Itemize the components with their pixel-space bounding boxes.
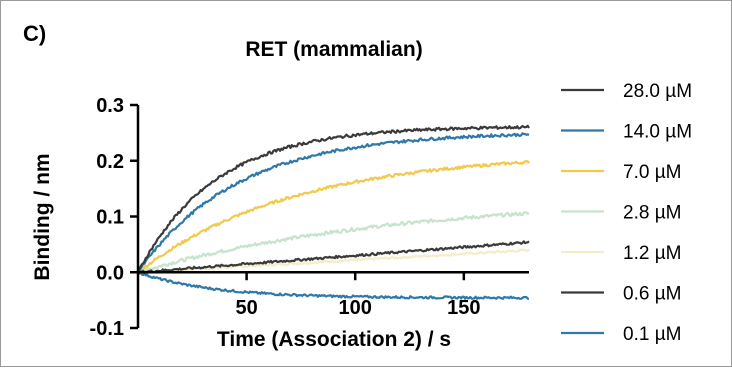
y-tick-label: 0.2 — [96, 151, 124, 173]
legend-label: 14.0 µM — [623, 122, 692, 143]
legend: 28.0 µM 14.0 µM 7.0 µM 2.8 µM 1.2 µM 0.6 µM 0.… — [561, 81, 692, 345]
x-axis-label: Time (Association 2) / s — [217, 328, 451, 351]
y-tick-label: 0.1 — [96, 207, 124, 229]
chart-title: RET (mammalian) — [245, 38, 422, 61]
x-tick-label: 100 — [339, 297, 372, 319]
legend-label: 0.1 µM — [623, 324, 681, 345]
plot-area — [137, 124, 530, 300]
x-ticks: 50 100 150 — [235, 272, 481, 319]
y-tick-label: 0.0 — [96, 262, 124, 284]
legend-label: 1.2 µM — [623, 243, 681, 264]
x-tick-label: 150 — [447, 297, 480, 319]
series-line — [137, 160, 530, 274]
series-line — [137, 132, 530, 275]
legend-label: 28.0 µM — [623, 81, 692, 102]
y-axis-label: Binding / nm — [31, 153, 54, 280]
series-line — [137, 248, 530, 275]
y-tick-label: -0.1 — [90, 318, 124, 340]
legend-label: 2.8 µM — [623, 203, 681, 224]
series-line — [137, 124, 530, 272]
series-line — [137, 240, 530, 274]
x-tick-label: 50 — [235, 297, 257, 319]
series-line — [137, 271, 530, 300]
y-ticks: -0.1 0.0 0.1 0.2 0.3 — [90, 95, 138, 340]
y-tick-label: 0.3 — [96, 95, 124, 117]
legend-label: 0.6 µM — [623, 284, 681, 305]
panel-label: C) — [23, 21, 46, 46]
legend-label: 7.0 µM — [623, 162, 681, 183]
series-line — [137, 211, 530, 274]
